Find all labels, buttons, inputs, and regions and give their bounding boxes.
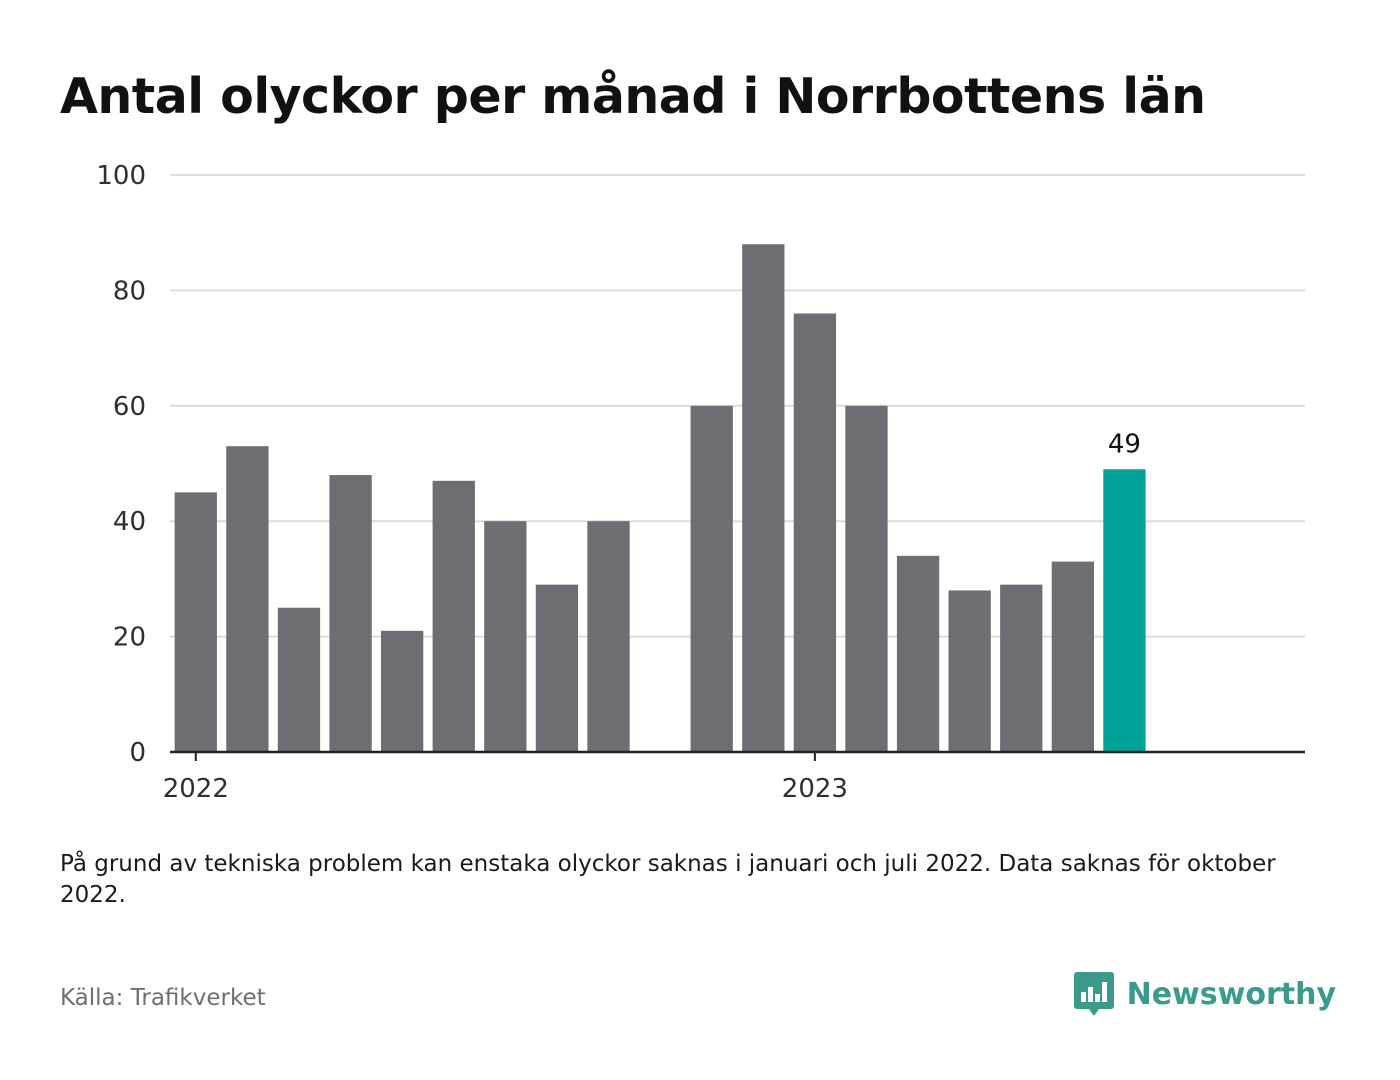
source-credit: Källa: Trafikverket	[60, 985, 266, 1011]
bar-chart: 0 20 40 60 80 100 2022 2023 49	[96, 161, 1305, 804]
x-axis-ticks: 2022 2023	[163, 752, 848, 804]
bar	[845, 405, 888, 752]
bars	[174, 244, 1146, 753]
bar	[329, 475, 372, 752]
bar	[742, 244, 785, 753]
value-labels: 49	[1108, 429, 1141, 459]
y-tick-label: 100	[96, 161, 146, 191]
bar	[432, 480, 475, 752]
y-tick-label: 0	[129, 738, 146, 768]
brand-name: Newsworthy	[1126, 976, 1336, 1012]
bar-value-label: 49	[1108, 429, 1141, 459]
bar	[587, 521, 630, 752]
y-tick-label: 20	[113, 623, 146, 653]
bar	[793, 313, 837, 752]
bar	[690, 405, 733, 752]
bar	[948, 590, 991, 752]
bar	[535, 584, 579, 752]
y-axis-ticks: 0 20 40 60 80 100	[96, 161, 146, 768]
bar-chart-speech-bubble-icon	[1073, 972, 1114, 1016]
x-tick-label: 2023	[782, 774, 848, 804]
y-tick-label: 40	[113, 507, 146, 537]
bar	[484, 521, 527, 752]
bar-highlight	[1103, 469, 1146, 752]
y-tick-label: 60	[113, 392, 146, 422]
y-tick-label: 80	[113, 276, 146, 306]
bar	[896, 555, 940, 752]
bar	[226, 446, 269, 752]
bar	[277, 607, 321, 752]
chart-title: Antal olyckor per månad i Norrbottens lä…	[60, 68, 1206, 125]
bar	[1000, 584, 1043, 752]
bar	[381, 630, 424, 752]
newsworthy-logo[interactable]: Newsworthy	[1073, 970, 1336, 1018]
x-tick-label: 2022	[163, 774, 229, 804]
footnote: På grund av tekniska problem kan enstaka…	[60, 851, 1276, 908]
bar	[1051, 561, 1094, 752]
bar	[174, 492, 217, 752]
